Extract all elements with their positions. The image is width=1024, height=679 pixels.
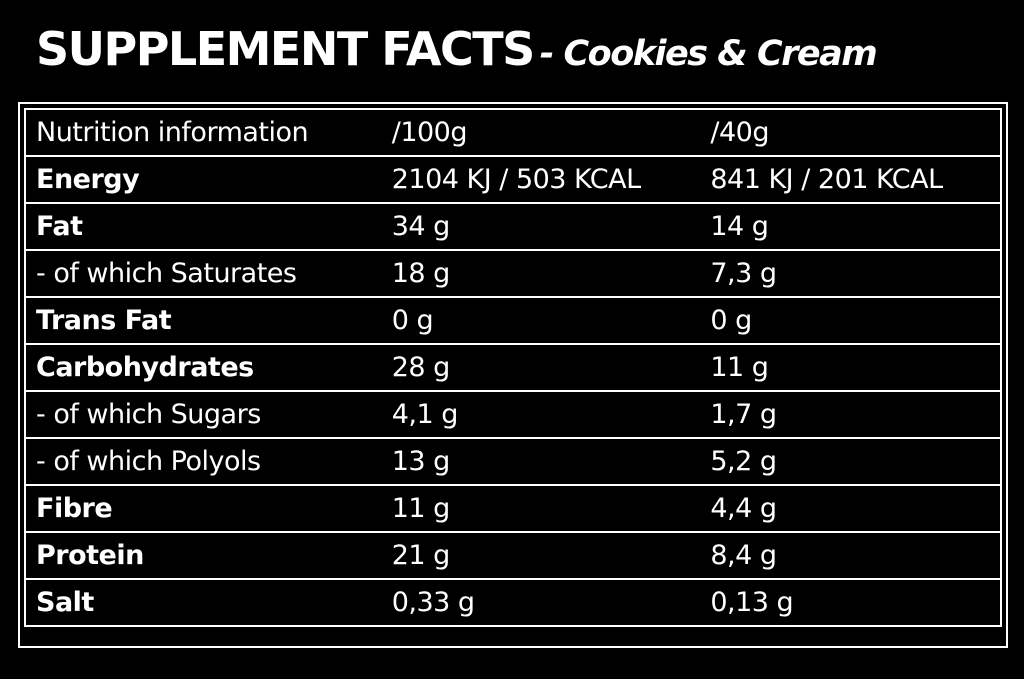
row-value-per-serving: 14 g: [700, 202, 1002, 251]
row-label: - of which Polyols: [24, 437, 382, 486]
row-value-per-serving: 841 KJ / 201 KCAL: [700, 155, 1002, 204]
table-row: Fibre 11 g 4,4 g: [24, 484, 1002, 533]
table-row: - of which Polyols 13 g 5,2 g: [24, 437, 1002, 486]
row-value-per-serving: 8,4 g: [700, 531, 1002, 580]
row-value-per-100g: 21 g: [381, 531, 701, 580]
row-label: Fat: [24, 202, 382, 251]
nutrition-panel: Nutrition information /100g /40g Energy …: [18, 102, 1008, 648]
row-value-per-100g: 18 g: [381, 249, 701, 298]
table-row: Salt 0,33 g 0,13 g: [24, 578, 1002, 627]
table-row: Fat 34 g 14 g: [24, 202, 1002, 251]
row-value-per-serving: 0,13 g: [700, 578, 1002, 627]
title-main: SUPPLEMENT FACTS: [36, 22, 535, 76]
table-row: - of which Sugars 4,1 g 1,7 g: [24, 390, 1002, 439]
row-label: Fibre: [24, 484, 382, 533]
row-value-per-100g: 13 g: [381, 437, 701, 486]
row-value-per-100g: 28 g: [381, 343, 701, 392]
row-value-per-100g: 2104 KJ / 503 KCAL: [381, 155, 701, 204]
row-value-per-serving: 5,2 g: [700, 437, 1002, 486]
page-title: SUPPLEMENT FACTS - Cookies & Cream: [36, 22, 878, 82]
table-header-row: Nutrition information /100g /40g: [24, 108, 1002, 157]
table-row: Energy 2104 KJ / 503 KCAL 841 KJ / 201 K…: [24, 155, 1002, 204]
table-row: - of which Saturates 18 g 7,3 g: [24, 249, 1002, 298]
row-value-per-100g: 0,33 g: [381, 578, 701, 627]
header-label: Nutrition information: [24, 108, 382, 157]
table-row: Carbohydrates 28 g 11 g: [24, 343, 1002, 392]
row-value-per-serving: 4,4 g: [700, 484, 1002, 533]
header-per-serving: /40g: [700, 108, 1002, 157]
row-value-per-100g: 4,1 g: [381, 390, 701, 439]
row-label: - of which Saturates: [24, 249, 382, 298]
row-value-per-100g: 34 g: [381, 202, 701, 251]
title-flavor: - Cookies & Cream: [539, 34, 878, 74]
header-per-100g: /100g: [381, 108, 701, 157]
row-value-per-serving: 7,3 g: [700, 249, 1002, 298]
row-value-per-100g: 0 g: [381, 296, 701, 345]
row-label: Carbohydrates: [24, 343, 382, 392]
row-label: Salt: [24, 578, 382, 627]
row-value-per-serving: 1,7 g: [700, 390, 1002, 439]
row-value-per-100g: 11 g: [381, 484, 701, 533]
row-label: Trans Fat: [24, 296, 382, 345]
row-value-per-serving: 11 g: [700, 343, 1002, 392]
row-label: Protein: [24, 531, 382, 580]
row-label: - of which Sugars: [24, 390, 382, 439]
table-row: Trans Fat 0 g 0 g: [24, 296, 1002, 345]
table-row: Protein 21 g 8,4 g: [24, 531, 1002, 580]
row-value-per-serving: 0 g: [700, 296, 1002, 345]
nutrition-table: Nutrition information /100g /40g Energy …: [24, 108, 1002, 627]
row-label: Energy: [24, 155, 382, 204]
